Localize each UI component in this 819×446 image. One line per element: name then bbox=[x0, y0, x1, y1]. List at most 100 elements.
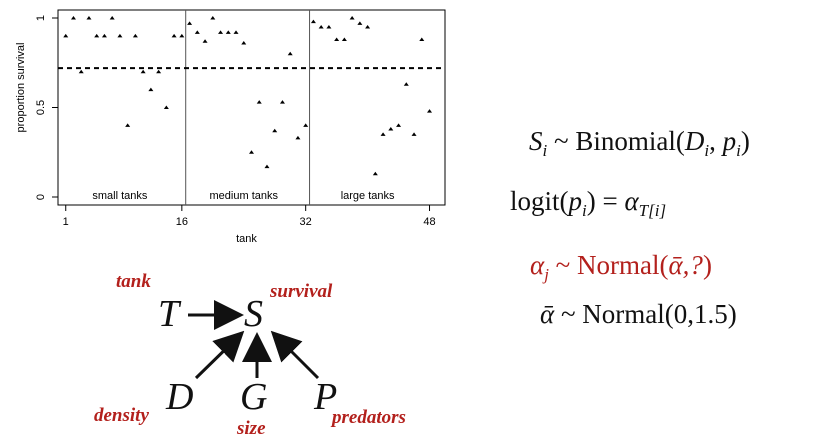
x-tick-label: 16 bbox=[176, 216, 188, 228]
eq1-arg1-sub: i bbox=[704, 141, 710, 160]
data-point bbox=[380, 132, 386, 136]
eq4-dist: Normal( bbox=[582, 299, 674, 329]
dag-label-tank: tank bbox=[116, 271, 151, 292]
data-point bbox=[310, 19, 316, 24]
data-point bbox=[264, 164, 270, 169]
eq1-close: ) bbox=[740, 126, 750, 156]
data-point bbox=[334, 37, 340, 41]
eq1-lhs-sub: i bbox=[542, 141, 548, 160]
dag-label-density: density bbox=[94, 405, 149, 426]
data-point bbox=[287, 51, 293, 56]
data-point bbox=[427, 109, 433, 113]
data-point bbox=[194, 30, 200, 34]
arrow-p-to-s bbox=[270, 330, 320, 380]
eq2-var-sub: i bbox=[582, 201, 587, 220]
dag-node-p: P bbox=[314, 376, 338, 418]
data-point bbox=[349, 16, 355, 20]
survival-plot: 1 16 32 48 0 0.5 1 tank proportion survival small… bbox=[15, 9, 446, 245]
eq4-tilde: ~ bbox=[560, 299, 576, 329]
data-point bbox=[171, 33, 177, 38]
data-point bbox=[94, 33, 100, 38]
eq2-rhs: α bbox=[624, 186, 639, 216]
data-point bbox=[179, 33, 185, 38]
x-tick-label: 48 bbox=[423, 216, 435, 228]
dag-label-predators: predators bbox=[332, 407, 406, 428]
data-point bbox=[101, 33, 107, 38]
dag-label-survival: survival bbox=[270, 281, 333, 302]
eq3-lhs-sub: j bbox=[544, 265, 549, 284]
eq3-close: ) bbox=[702, 250, 712, 280]
data-point bbox=[241, 41, 247, 45]
eq2-equals: = bbox=[602, 186, 618, 216]
eq1-tilde: ~ bbox=[553, 126, 569, 156]
dag-node-d: D bbox=[166, 376, 194, 418]
equation-line-4: ᾱ ~ Normal(0,1.5) bbox=[540, 299, 737, 330]
y-axis-label: proportion survival bbox=[15, 43, 27, 133]
eq1-arg2-sub: i bbox=[736, 141, 741, 160]
eq2-var: p bbox=[568, 186, 583, 216]
eq3-dist: Normal( bbox=[577, 250, 669, 280]
data-point bbox=[341, 37, 347, 41]
data-point bbox=[318, 24, 324, 29]
eq1-lhs: S bbox=[529, 126, 543, 156]
eq4-lhs: ᾱ bbox=[540, 299, 555, 329]
y-tick-label: 1 bbox=[35, 15, 47, 21]
data-point bbox=[140, 69, 146, 74]
data-point bbox=[117, 33, 123, 38]
eq4-close: ) bbox=[727, 299, 737, 329]
equation-line-3: αj ~ Normal(ᾱ,?) bbox=[530, 250, 712, 285]
data-point bbox=[163, 105, 169, 109]
data-point bbox=[365, 24, 371, 29]
data-point bbox=[249, 150, 254, 154]
data-point bbox=[411, 132, 417, 136]
data-point bbox=[156, 69, 162, 74]
data-point bbox=[202, 39, 208, 43]
arrow-d-to-s bbox=[194, 330, 245, 380]
group-label: large tanks bbox=[341, 190, 395, 202]
data-point bbox=[256, 100, 262, 104]
eq1-dist: Binomial( bbox=[575, 126, 685, 156]
data-point bbox=[272, 128, 278, 133]
data-point bbox=[326, 24, 332, 29]
equation-line-1: Si ~ Binomial(Di, pi) bbox=[529, 126, 750, 161]
y-tick-label: 0 bbox=[35, 194, 47, 200]
eq3-args: ᾱ,? bbox=[668, 250, 703, 280]
data-point bbox=[233, 30, 239, 34]
data-point bbox=[279, 100, 285, 104]
data-point bbox=[403, 82, 409, 86]
data-point bbox=[388, 126, 394, 131]
eq3-lhs: α bbox=[530, 250, 545, 280]
y-tick-label: 0.5 bbox=[35, 100, 47, 115]
x-tick-label: 32 bbox=[300, 216, 312, 228]
x-tick-label: 1 bbox=[63, 216, 69, 228]
data-point bbox=[63, 33, 69, 38]
dag-node-g: G bbox=[240, 376, 268, 418]
data-point bbox=[132, 33, 138, 38]
data-point bbox=[303, 123, 309, 127]
dag-label-size: size bbox=[237, 418, 266, 439]
equation-line-2: logit(pi) = αT[i] bbox=[510, 186, 666, 221]
eq1-sep: , bbox=[709, 126, 716, 156]
data-point bbox=[148, 87, 154, 92]
data-point bbox=[125, 123, 131, 127]
eq2-rhs-sub: T[i] bbox=[638, 201, 667, 220]
dag-node-s: S bbox=[244, 293, 263, 335]
data-point bbox=[109, 16, 115, 20]
dag-node-t: T bbox=[158, 293, 180, 335]
data-point bbox=[70, 16, 76, 20]
data-point bbox=[419, 37, 425, 41]
data-point bbox=[187, 21, 193, 25]
group-label: medium tanks bbox=[210, 190, 279, 202]
data-point bbox=[357, 21, 363, 25]
data-point bbox=[396, 123, 402, 127]
data-point bbox=[372, 171, 378, 176]
eq3-tilde: ~ bbox=[555, 250, 571, 280]
data-point bbox=[225, 30, 231, 34]
data-point bbox=[210, 16, 216, 20]
eq1-arg1: D bbox=[684, 126, 705, 156]
data-point bbox=[218, 30, 224, 34]
data-point bbox=[86, 16, 92, 20]
eq2-close: ) bbox=[586, 186, 596, 216]
group-label: small tanks bbox=[92, 190, 148, 202]
